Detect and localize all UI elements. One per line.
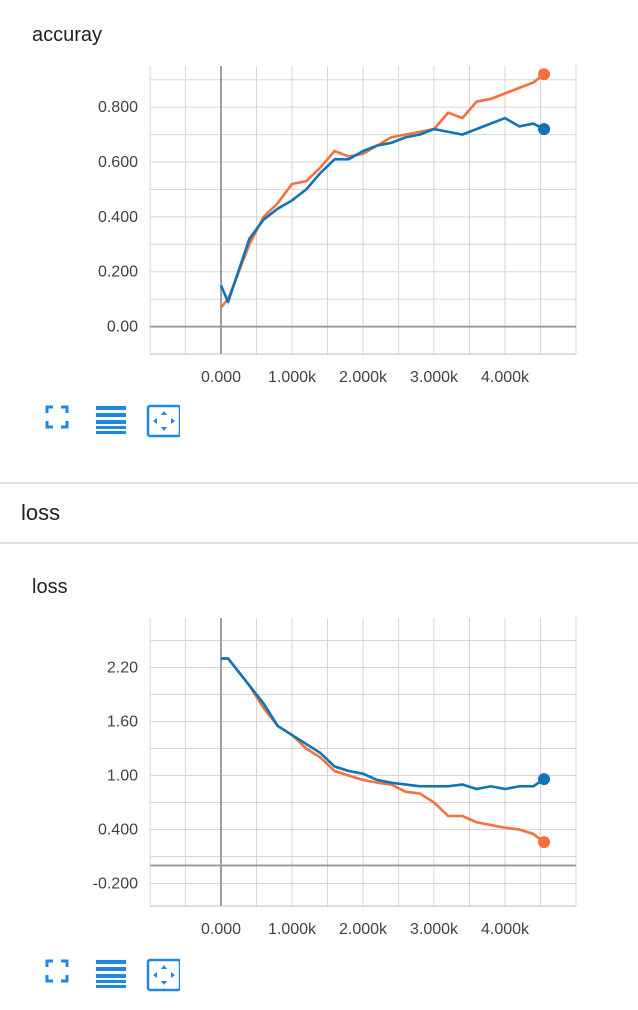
y-tick-label: 0.600 <box>98 154 138 171</box>
accuracy-chart[interactable]: 0.00 0.200 0.400 0.600 0.800 0.000 1.000k 2.000… <box>0 60 638 400</box>
y-tick-label: 2.20 <box>107 660 138 677</box>
series-line <box>221 657 545 791</box>
series-end-dot <box>538 123 551 136</box>
data-table-icon <box>96 960 126 988</box>
fullscreen-icon <box>45 405 69 429</box>
x-tick-label: 1.000k <box>268 921 317 938</box>
y-tick-label: 0.400 <box>98 209 138 226</box>
fullscreen-button[interactable] <box>44 958 78 992</box>
y-tick-label: -0.200 <box>93 876 138 893</box>
y-tick-label: 0.400 <box>98 822 138 839</box>
series-line <box>221 657 545 844</box>
series-end-dot <box>538 68 551 81</box>
data-table-button[interactable] <box>94 404 128 438</box>
x-tick-label: 3.000k <box>410 921 459 938</box>
data-table-button[interactable] <box>94 958 128 992</box>
card-title-accuracy: accuray <box>32 24 103 46</box>
fit-domain-icon <box>146 404 182 438</box>
y-tick-label: 0.00 <box>107 319 138 336</box>
group-title: loss <box>21 500 61 525</box>
fullscreen-icon <box>45 959 69 983</box>
fit-domain-icon <box>146 958 182 992</box>
series-end-dot <box>538 836 551 849</box>
grid <box>149 618 577 906</box>
card-title-loss: loss <box>32 576 68 598</box>
series-line-raw <box>221 657 545 791</box>
fit-domain-button[interactable] <box>146 404 182 438</box>
y-tick-label: 1.60 <box>107 714 138 731</box>
x-tick-label: 0.000 <box>201 369 241 386</box>
y-tick-label: 0.200 <box>98 264 138 281</box>
x-tick-label: 2.000k <box>339 369 388 386</box>
group-header[interactable]: loss <box>0 482 638 544</box>
x-tick-label: 2.000k <box>339 921 388 938</box>
data-table-icon <box>96 406 126 434</box>
x-tick-label: 0.000 <box>201 921 241 938</box>
grid <box>149 66 577 355</box>
series-line-raw <box>221 657 545 844</box>
series-line <box>219 116 545 304</box>
y-tick-label: 1.00 <box>107 768 138 785</box>
x-tick-label: 1.000k <box>268 369 317 386</box>
x-tick-label: 4.000k <box>481 921 530 938</box>
loss-chart[interactable]: -0.200 0.400 1.00 1.60 2.20 0.000 1.000k 2.000k… <box>0 612 638 952</box>
series-line <box>220 73 545 309</box>
x-tick-label: 4.000k <box>481 369 530 386</box>
x-tick-label: 3.000k <box>410 369 459 386</box>
y-tick-label: 0.800 <box>98 99 138 116</box>
series-line-raw <box>219 73 545 309</box>
fit-domain-button[interactable] <box>146 958 182 992</box>
series-end-dot <box>538 773 551 786</box>
fullscreen-button[interactable] <box>44 404 78 438</box>
